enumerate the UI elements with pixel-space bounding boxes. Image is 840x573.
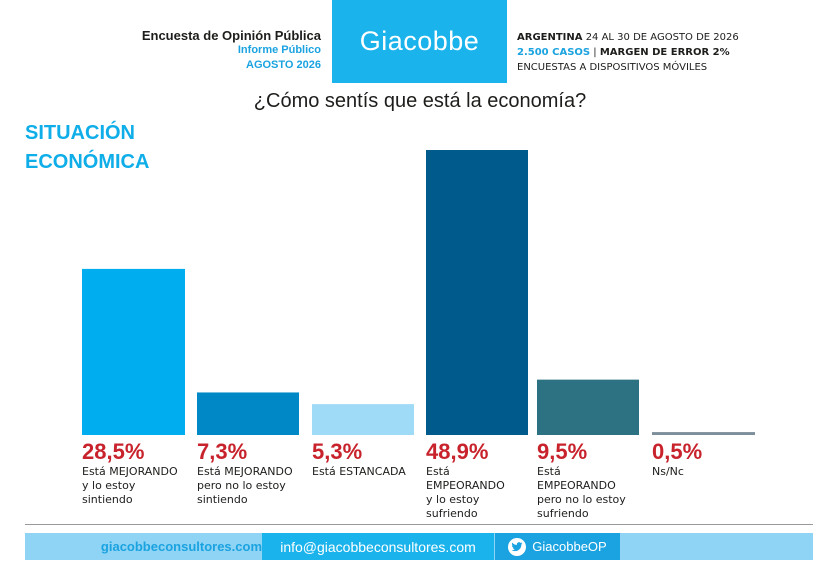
category-label-6: Ns/Nc bbox=[652, 465, 684, 478]
report-period: AGOSTO 2026 bbox=[246, 59, 321, 71]
section-title-line-2: ECONÓMICA bbox=[25, 151, 150, 173]
brand-logo: Giacobbe bbox=[332, 0, 507, 83]
website-link[interactable]: giacobbeconsultores.com bbox=[100, 539, 262, 554]
twitter-bird-icon bbox=[508, 537, 527, 556]
report-type: Informe Público bbox=[237, 44, 321, 56]
value-label-3: 5,3% bbox=[312, 439, 363, 464]
email-link[interactable]: info@giacobbeconsultores.com bbox=[262, 533, 494, 560]
value-label-6: 0,5% bbox=[652, 439, 703, 464]
cases-count: 2.500 CASOS bbox=[517, 47, 591, 58]
country: ARGENTINA bbox=[517, 32, 583, 43]
survey-title: Encuesta de Opinión Pública bbox=[141, 28, 321, 43]
value-label-4: 48,9% bbox=[426, 439, 489, 464]
bar-3 bbox=[312, 404, 414, 435]
twitter-link[interactable]: GiacobbeOP bbox=[495, 533, 620, 560]
category-label-1: Está MEJORANDO y lo estoy sintiendo bbox=[82, 465, 178, 506]
twitter-handle: GiacobbeOP bbox=[532, 539, 607, 554]
category-label-5: Está EMPEORANDO pero no lo estoy sufrien… bbox=[537, 465, 626, 520]
error-margin: MARGEN DE ERROR 2% bbox=[599, 47, 730, 58]
bar-4 bbox=[426, 150, 528, 435]
category-label-4: Está EMPEORANDO y lo estoy sufriendo bbox=[426, 465, 505, 520]
category-label-3: Está ESTANCADA bbox=[312, 465, 406, 478]
section-title-line-1: SITUACIÓN bbox=[25, 122, 135, 144]
footer-bar: giacobbeconsultores.com info@giacobbecon… bbox=[25, 533, 813, 560]
bar-1 bbox=[82, 268, 185, 435]
value-label-1: 28,5% bbox=[82, 439, 145, 464]
value-label-2: 7,3% bbox=[197, 439, 248, 464]
survey-dates: 24 AL 30 DE AGOSTO DE 2026 bbox=[585, 32, 739, 43]
bar-5 bbox=[537, 379, 639, 435]
footer-divider bbox=[25, 524, 813, 525]
chart-question: ¿Cómo sentís que está la economía? bbox=[253, 90, 587, 112]
brand-name: Giacobbe bbox=[359, 26, 480, 56]
category-label-2: Está MEJORANDO pero no lo estoy sintiend… bbox=[197, 465, 293, 506]
header-left: Encuesta de Opinión Pública Informe Públ… bbox=[142, 28, 321, 73]
bar-6 bbox=[652, 432, 755, 435]
header-right: ARGENTINA 24 AL 30 DE AGOSTO DE 2026 2.5… bbox=[517, 32, 739, 73]
section-title: SITUACIÓN ECONÓMICA bbox=[25, 119, 149, 177]
bar-2 bbox=[197, 392, 299, 435]
value-label-5: 9,5% bbox=[537, 439, 588, 464]
survey-method: ENCUESTAS A DISPOSITIVOS MÓVILES bbox=[517, 62, 708, 73]
